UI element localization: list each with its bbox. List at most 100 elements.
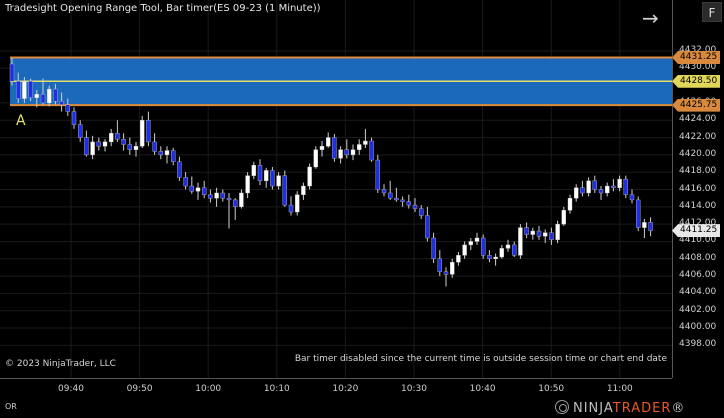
time-tick-label: 10:30	[401, 384, 427, 394]
candle-up	[531, 231, 535, 234]
candle-down	[370, 141, 374, 160]
candle-up	[91, 142, 95, 155]
candle-down	[549, 233, 553, 240]
time-tick-label: 10:00	[195, 384, 221, 394]
candle-up	[35, 94, 39, 97]
candle-down	[66, 105, 70, 112]
candle-up	[165, 151, 169, 155]
candle-down	[60, 101, 64, 104]
candle-down	[270, 170, 274, 186]
candle-down	[184, 177, 188, 186]
candle-up	[295, 195, 299, 212]
time-tick-label: 09:40	[58, 384, 84, 394]
candle-down	[580, 188, 584, 193]
candle-down	[624, 179, 628, 195]
candle-up	[252, 165, 256, 175]
price-tick-label: 4414.00	[679, 201, 716, 211]
candle-down	[432, 238, 436, 259]
candle-up	[215, 193, 219, 198]
candle-up	[103, 142, 107, 146]
candle-down	[10, 64, 14, 81]
price-tick-label: 4400.00	[679, 322, 716, 332]
candle-down	[122, 139, 126, 144]
candle-up	[22, 81, 26, 98]
candle-down	[376, 160, 380, 189]
arrow-right-icon[interactable]: →	[642, 8, 659, 28]
candle-down	[394, 198, 398, 200]
candle-down	[382, 190, 386, 193]
candle-up	[463, 245, 467, 255]
candle-down	[407, 202, 411, 205]
price-tag-or-high: 4431.25	[672, 51, 720, 64]
candle-down	[16, 81, 20, 98]
price-tag-text: 4431.25	[680, 51, 720, 64]
candle-down	[221, 193, 225, 198]
candle-up	[109, 133, 113, 142]
price-tick-label: 4422.00	[679, 132, 716, 142]
candle-up	[494, 257, 498, 259]
or-tab-label[interactable]: OR	[5, 402, 17, 411]
candle-up	[326, 138, 330, 147]
plot-area[interactable]: A	[0, 0, 672, 378]
candle-down	[525, 228, 529, 235]
candle-up	[339, 150, 343, 159]
candle-up	[277, 176, 281, 186]
candle-down	[599, 190, 603, 193]
candle-up	[605, 186, 609, 193]
copyright-text: © 2023 NinjaTrader, LLC	[5, 359, 116, 369]
candle-down	[593, 181, 597, 190]
time-tick-label: 10:20	[332, 384, 358, 394]
candle-up	[543, 233, 547, 236]
price-tick-label: 4416.00	[679, 184, 716, 194]
candle-up	[308, 167, 312, 186]
candle-up	[264, 170, 268, 180]
candle-down	[41, 94, 45, 103]
candle-down	[487, 255, 491, 258]
candle-down	[53, 89, 57, 101]
ninjatrader-logo: NINJATRADER®	[555, 400, 685, 416]
candle-down	[444, 272, 448, 275]
candle-up	[518, 228, 522, 256]
candle-down	[227, 198, 231, 200]
price-tag-text: 4428.50	[680, 75, 720, 88]
candle-down	[128, 144, 132, 149]
candle-up	[47, 89, 51, 103]
price-tick-label: 4398.00	[679, 339, 716, 349]
candle-up	[587, 181, 591, 193]
chart-title: Tradesight Opening Range Tool, Bar timer…	[5, 3, 321, 14]
time-tick-label: 10:10	[264, 384, 290, 394]
candle-up	[239, 193, 243, 207]
candle-down	[202, 188, 206, 195]
price-tick-label: 4420.00	[679, 149, 716, 159]
candle-down	[159, 151, 163, 154]
candle-up	[301, 186, 305, 195]
candle-down	[78, 125, 82, 138]
candle-down	[190, 186, 194, 191]
price-tick-label: 4424.00	[679, 114, 716, 124]
candle-down	[425, 215, 429, 238]
candle-down	[481, 238, 485, 255]
candle-up	[556, 224, 560, 240]
price-tick-label: 4402.00	[679, 305, 716, 315]
price-tick-label: 4418.00	[679, 166, 716, 176]
candle-down	[283, 176, 287, 205]
candle-down	[84, 138, 88, 155]
candle-down	[413, 205, 417, 208]
candle-up	[568, 198, 572, 210]
candle-down	[289, 205, 293, 212]
price-tag-text: 4425.75	[680, 99, 720, 112]
candle-up	[618, 179, 622, 188]
price-chart[interactable]: A	[0, 0, 672, 378]
price-tag-last: 4411.25	[672, 224, 720, 237]
candle-up	[642, 222, 646, 227]
time-axis[interactable]: 09:40 09:50 10:00 10:10 10:20 10:30 10:40 10:50…	[0, 378, 672, 398]
brand-suffix: ®	[671, 401, 685, 416]
candle-up	[357, 144, 361, 149]
price-tick-label: 4408.00	[679, 253, 716, 263]
candle-up	[450, 262, 454, 274]
candle-down	[649, 222, 653, 230]
candle-up	[134, 146, 138, 149]
candle-up	[456, 255, 460, 262]
ninjatrader-logo-icon	[555, 400, 569, 414]
